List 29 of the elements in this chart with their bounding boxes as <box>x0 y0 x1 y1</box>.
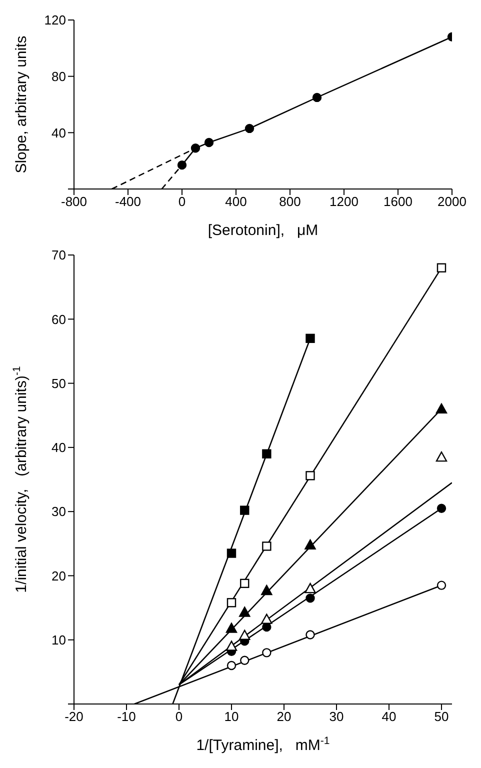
x-tick-label: 2000 <box>438 194 466 210</box>
y-tick-label: 30 <box>52 504 66 520</box>
x-tick-label: -10 <box>117 709 136 724</box>
x-tick-label: -800 <box>60 194 88 210</box>
y-tick-label: 40 <box>52 440 66 456</box>
y-axis-title: Slope, arbitrary units <box>13 36 30 174</box>
x-tick-label: 50 <box>434 709 449 724</box>
x-tick-label: 400 <box>225 194 247 210</box>
x-tick-label: 1200 <box>330 194 358 210</box>
x-tick-label: -20 <box>64 709 84 724</box>
x-tick-label: 40 <box>382 709 396 724</box>
y-tick-label: 80 <box>52 68 66 84</box>
y-tick-label: 40 <box>52 125 66 140</box>
x-tick-label: 30 <box>329 709 344 724</box>
y-tick-label: 70 <box>52 248 66 263</box>
x-tick-label: 0 <box>178 194 186 210</box>
x-axis-title: [Serotonin], μM <box>208 222 318 239</box>
y-tick-label: 50 <box>52 376 66 391</box>
y-tick-label: 10 <box>52 632 66 648</box>
x-tick-label: 1600 <box>384 194 412 210</box>
y-tick-label: 60 <box>52 312 66 327</box>
x-tick-label: -400 <box>114 194 142 210</box>
y-tick-label: 20 <box>52 568 66 584</box>
x-tick-label: 0 <box>175 709 183 724</box>
y-tick-label: 120 <box>44 12 66 28</box>
x-tick-label: 10 <box>224 709 239 724</box>
x-tick-label: 20 <box>276 709 292 724</box>
x-tick-label: 800 <box>279 194 301 210</box>
x-axis-title: 1/[Tyramine], mM$^{-1}$ <box>196 735 330 754</box>
